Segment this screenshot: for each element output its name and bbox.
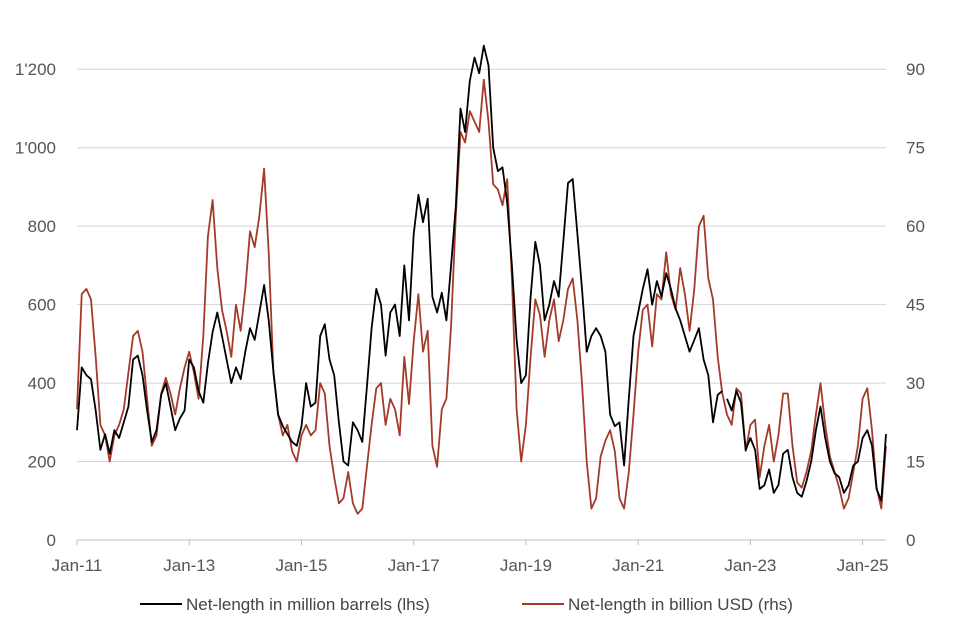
left-tick-label: 1'200	[15, 60, 56, 79]
right-tick-label: 90	[906, 60, 925, 79]
x-tick-label: Jan-15	[275, 556, 327, 575]
right-tick-label: 75	[906, 139, 925, 158]
right-tick-label: 0	[906, 531, 915, 550]
left-tick-label: 800	[28, 217, 56, 236]
x-tick-label: Jan-21	[612, 556, 664, 575]
right-tick-label: 15	[906, 453, 925, 472]
legend-label-usd: Net-length in billion USD (rhs)	[568, 595, 793, 614]
series-line-0	[76, 44, 723, 467]
left-tick-label: 1'000	[15, 139, 56, 158]
right-tick-label: 45	[906, 296, 925, 315]
x-tick-label: Jan-25	[837, 556, 889, 575]
right-y-axis: 0 15 30 45 60 75 90	[906, 60, 925, 550]
legend: Net-length in million barrels (lhs) Net-…	[140, 595, 793, 614]
legend-label-barrels: Net-length in million barrels (lhs)	[186, 595, 430, 614]
x-axis: Jan-11 Jan-13 Jan-15 Jan-17 Jan-19 Jan-21 Jan-…	[52, 540, 889, 575]
left-tick-label: 400	[28, 374, 56, 393]
left-y-axis: 0 200 400 600 800 1'000 1'200	[15, 60, 56, 550]
series-line-2	[726, 390, 887, 502]
right-tick-label: 30	[906, 374, 925, 393]
x-tick-label: Jan-23	[724, 556, 776, 575]
series-line-1	[76, 78, 887, 515]
gridlines	[77, 68, 886, 541]
x-tick-label: Jan-19	[500, 556, 552, 575]
left-tick-label: 600	[28, 296, 56, 315]
x-tick-label: Jan-13	[163, 556, 215, 575]
x-tick-label: Jan-17	[388, 556, 440, 575]
x-tick-label: Jan-11	[52, 556, 103, 575]
series-lines	[76, 44, 887, 515]
left-tick-label: 200	[28, 453, 56, 472]
right-tick-label: 60	[906, 217, 925, 236]
left-tick-label: 0	[47, 531, 56, 550]
